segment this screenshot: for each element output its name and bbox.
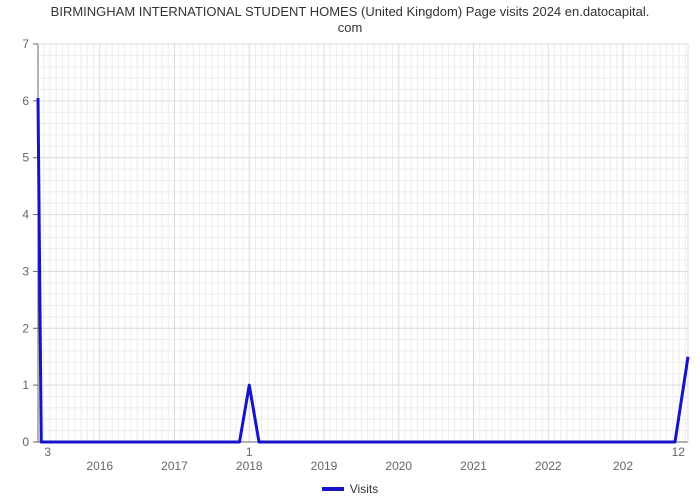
svg-text:3: 3	[44, 445, 51, 459]
svg-text:12: 12	[672, 445, 686, 459]
legend-swatch	[322, 487, 344, 491]
legend-item-visits: Visits	[322, 482, 378, 496]
chart-title-line2: com	[0, 20, 700, 36]
svg-text:2: 2	[22, 321, 29, 335]
svg-text:3: 3	[22, 264, 29, 278]
legend-label: Visits	[350, 482, 378, 496]
legend: Visits	[0, 478, 700, 496]
chart-title: BIRMINGHAM INTERNATIONAL STUDENT HOMES (…	[0, 4, 700, 37]
svg-text:2019: 2019	[311, 459, 338, 473]
svg-text:2020: 2020	[385, 459, 412, 473]
svg-text:1: 1	[246, 445, 253, 459]
svg-text:4: 4	[22, 208, 29, 222]
chart-canvas: 0123456720162017201820192020202120222023…	[0, 0, 700, 500]
svg-text:202: 202	[613, 459, 633, 473]
svg-text:2016: 2016	[86, 459, 113, 473]
svg-text:1: 1	[22, 378, 29, 392]
visits-chart: BIRMINGHAM INTERNATIONAL STUDENT HOMES (…	[0, 0, 700, 500]
svg-text:6: 6	[22, 94, 29, 108]
svg-text:7: 7	[22, 37, 29, 51]
svg-text:2017: 2017	[161, 459, 188, 473]
svg-text:0: 0	[22, 435, 29, 449]
svg-text:2022: 2022	[535, 459, 562, 473]
chart-title-line1: BIRMINGHAM INTERNATIONAL STUDENT HOMES (…	[0, 4, 700, 20]
svg-text:2021: 2021	[460, 459, 487, 473]
svg-text:2018: 2018	[236, 459, 263, 473]
svg-text:5: 5	[22, 151, 29, 165]
